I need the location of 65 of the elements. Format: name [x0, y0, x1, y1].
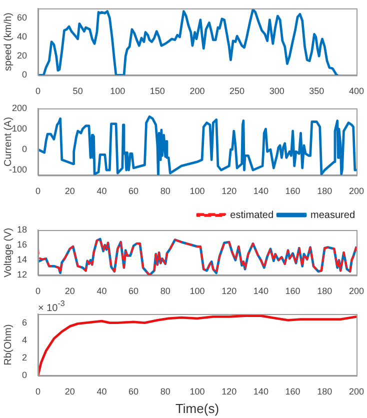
x-axis-title: Time(s)	[175, 400, 220, 416]
x-tick-label: 200	[348, 186, 364, 196]
y-tick-label: 4	[22, 334, 27, 345]
y-tick-label: 200	[12, 102, 27, 113]
x-tick-label: 80	[160, 186, 170, 196]
x-tick-label: 40	[96, 286, 107, 296]
x-tick-label: 400	[348, 86, 364, 96]
legend-label: estimated	[230, 210, 274, 221]
x-tick-label: 0	[35, 186, 41, 196]
x-tick-label: 350	[309, 86, 324, 96]
y-tick-label: 100	[12, 123, 27, 134]
legend-label: measured	[310, 210, 355, 221]
y-tick-label: 40	[16, 32, 27, 42]
x-tick-label: 160	[285, 286, 300, 296]
y-tick-label: 20	[16, 50, 27, 61]
x-tick-label: 20	[64, 386, 75, 396]
x-tick-label: 140	[253, 386, 268, 396]
x-tick-label: 200	[348, 286, 364, 296]
y-tick-label: 60	[16, 12, 27, 22]
x-tick-label: 120	[222, 386, 237, 396]
y-axis-title: Current (A)	[2, 117, 14, 167]
x-tick-label: 250	[230, 86, 245, 96]
y-tick-label: 14	[16, 254, 27, 265]
x-tick-label: 160	[285, 186, 300, 196]
x-tick-label: 0	[35, 286, 41, 296]
x-tick-label: 200	[348, 386, 364, 396]
x-tick-label: 60	[128, 286, 139, 296]
x-tick-label: 150	[150, 86, 165, 96]
x-tick-label: 50	[72, 86, 83, 96]
x-tick-label: 180	[317, 186, 332, 196]
x-tick-label: 100	[190, 286, 205, 296]
y-axis-title: Voltage (V)	[2, 228, 14, 278]
x-tick-label: 160	[285, 386, 300, 396]
x-tick-label: 100	[110, 86, 126, 96]
x-tick-label: 40	[96, 186, 107, 196]
x-tick-label: 60	[128, 386, 139, 396]
y-tick-label: 18	[16, 224, 27, 234]
x-tick-label: 120	[222, 286, 237, 296]
y-tick-label: 6	[22, 317, 27, 328]
x-tick-label: 40	[96, 386, 107, 396]
x-tick-label: 0	[35, 86, 41, 96]
x-tick-label: 80	[160, 386, 170, 396]
x-tick-label: 180	[317, 286, 332, 296]
y-axis-title: Rb(Ohm)	[2, 324, 14, 366]
x-tick-label: 20	[64, 186, 75, 196]
y-tick-label: 0	[22, 144, 27, 154]
x-tick-label: 180	[317, 386, 332, 396]
y-tick-label: 0	[22, 70, 27, 80]
x-tick-label: 200	[190, 86, 205, 96]
y-axis-title: speed (km/h)	[2, 12, 14, 71]
x-tick-label: 300	[269, 86, 284, 96]
y-tick-label: 16	[16, 240, 27, 250]
x-tick-label: 100	[190, 386, 205, 396]
x-tick-label: 60	[128, 186, 139, 196]
x-tick-label: 140	[253, 186, 268, 196]
y-tick-label: 12	[16, 270, 27, 280]
x-tick-label: 140	[253, 286, 268, 296]
x-tick-label: 80	[160, 286, 170, 296]
x-tick-label: 20	[64, 286, 75, 296]
y-tick-label: 2	[22, 352, 27, 362]
x-tick-label: 120	[222, 186, 237, 196]
x-tick-label: 0	[35, 386, 41, 396]
x-tick-label: 100	[190, 186, 205, 196]
y-tick-label: -100	[8, 164, 27, 175]
y-tick-label: 0	[22, 370, 27, 380]
